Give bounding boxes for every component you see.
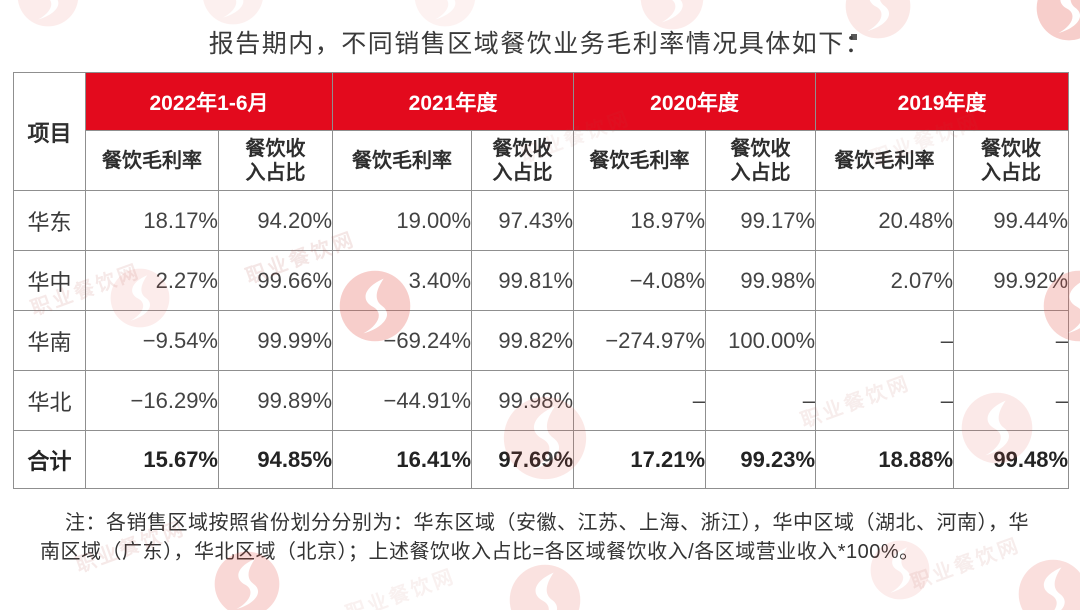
- value-cell: 2.07%: [815, 250, 955, 311]
- value-cell: 99.99%: [217, 310, 334, 371]
- value-cell: 15.67%: [85, 430, 219, 489]
- subheader-row: 餐饮毛利率 餐饮收入占比 餐饮毛利率 餐饮收入占比 餐饮毛利率 餐饮收入占比 餐…: [14, 130, 1070, 191]
- value-cell: 99.82%: [471, 310, 575, 371]
- value-cell: –: [573, 370, 707, 431]
- gross-margin-table: 项目 2022年1-6月 2021年度 2020年度 2019年度 餐饮毛利率 …: [13, 72, 1070, 489]
- period-header-2021: 2021年度: [332, 72, 575, 131]
- subheader-share: 餐饮收入占比: [471, 130, 575, 191]
- value-cell: –: [815, 310, 955, 371]
- value-cell: 99.23%: [705, 430, 817, 489]
- value-cell: –: [705, 370, 817, 431]
- value-cell: 99.44%: [953, 190, 1070, 251]
- footnote: 注：各销售区域按照省份划分分别为：华东区域（安徽、江苏、上海、浙江），华中区域（…: [40, 512, 1029, 563]
- value-cell: 94.85%: [217, 430, 334, 489]
- value-cell: 100.00%: [705, 310, 817, 371]
- value-cell: 20.48%: [815, 190, 955, 251]
- page-title: 报告期内，不同销售区域餐饮业务毛利率情况具体如下：: [208, 30, 872, 58]
- period-header-2020: 2020年度: [573, 72, 817, 131]
- value-cell: −274.97%: [573, 310, 707, 371]
- subheader-share: 餐饮收入占比: [217, 130, 334, 191]
- value-cell: –: [953, 310, 1070, 371]
- value-cell: −44.91%: [332, 370, 473, 431]
- table-row-huadong: 华东 18.17% 94.20% 19.00% 97.43% 18.97% 99…: [13, 190, 1070, 251]
- value-cell: 97.69%: [471, 430, 575, 489]
- corner-header-cell: 项目: [13, 72, 86, 191]
- value-cell: 99.81%: [471, 250, 575, 311]
- value-cell: 18.97%: [573, 190, 707, 251]
- table-row-huanan: 华南 −9.54% 99.99% −69.24% 99.82% −274.97%…: [13, 310, 1070, 371]
- value-cell: −16.29%: [85, 370, 219, 431]
- period-header-2019: 2019年度: [815, 72, 1070, 131]
- value-cell: 19.00%: [332, 190, 473, 251]
- subheader-share: 餐饮收入占比: [705, 130, 817, 191]
- period-header-row: 项目 2022年1-6月 2021年度 2020年度 2019年度: [13, 72, 1070, 191]
- value-cell: 99.17%: [705, 190, 817, 251]
- region-label: 合计: [13, 430, 86, 489]
- value-cell: –: [953, 370, 1070, 431]
- value-cell: 2.27%: [85, 250, 219, 311]
- watermark-logo-icon: [17, 0, 79, 27]
- value-cell: −9.54%: [85, 310, 219, 371]
- subheader-margin: 餐饮毛利率: [332, 130, 473, 191]
- period-header-2022: 2022年1-6月: [84, 72, 334, 131]
- subheader-margin: 餐饮毛利率: [573, 130, 707, 191]
- region-label: 华东: [13, 190, 86, 251]
- value-cell: 16.41%: [332, 430, 473, 489]
- value-cell: 3.40%: [332, 250, 473, 311]
- region-label: 华中: [13, 250, 86, 311]
- value-cell: 18.88%: [815, 430, 955, 489]
- value-cell: 99.98%: [471, 370, 575, 431]
- value-cell: 99.48%: [953, 430, 1070, 489]
- watermark-logo-icon: [509, 564, 581, 610]
- value-cell: 99.92%: [953, 250, 1070, 311]
- table-row-total: 合计 15.67% 94.85% 16.41% 97.69% 17.21% 99…: [13, 430, 1070, 489]
- watermark-logo-icon: [202, 0, 264, 25]
- value-cell: −69.24%: [332, 310, 473, 371]
- value-cell: 97.43%: [471, 190, 575, 251]
- value-cell: 18.17%: [85, 190, 219, 251]
- region-label: 华北: [13, 370, 86, 431]
- watermark-logo-icon: [414, 0, 476, 27]
- value-cell: 99.98%: [705, 250, 817, 311]
- value-cell: 99.89%: [217, 370, 334, 431]
- value-cell: 17.21%: [573, 430, 707, 489]
- table-row-huazhong: 华中 2.27% 99.66% 3.40% 99.81% −4.08% 99.9…: [13, 250, 1070, 311]
- value-cell: 94.20%: [217, 190, 334, 251]
- subheader-margin: 餐饮毛利率: [85, 130, 219, 191]
- subheader-share: 餐饮收入占比: [953, 130, 1070, 191]
- value-cell: −4.08%: [573, 250, 707, 311]
- value-cell: 99.66%: [217, 250, 334, 311]
- watermark-text: 职业餐饮网: [343, 565, 459, 610]
- table-row-huabei: 华北 −16.29% 99.89% −44.91% 99.98% – – – –: [13, 370, 1070, 431]
- subheader-margin: 餐饮毛利率: [815, 130, 955, 191]
- region-label: 华南: [13, 310, 86, 371]
- value-cell: –: [815, 370, 955, 431]
